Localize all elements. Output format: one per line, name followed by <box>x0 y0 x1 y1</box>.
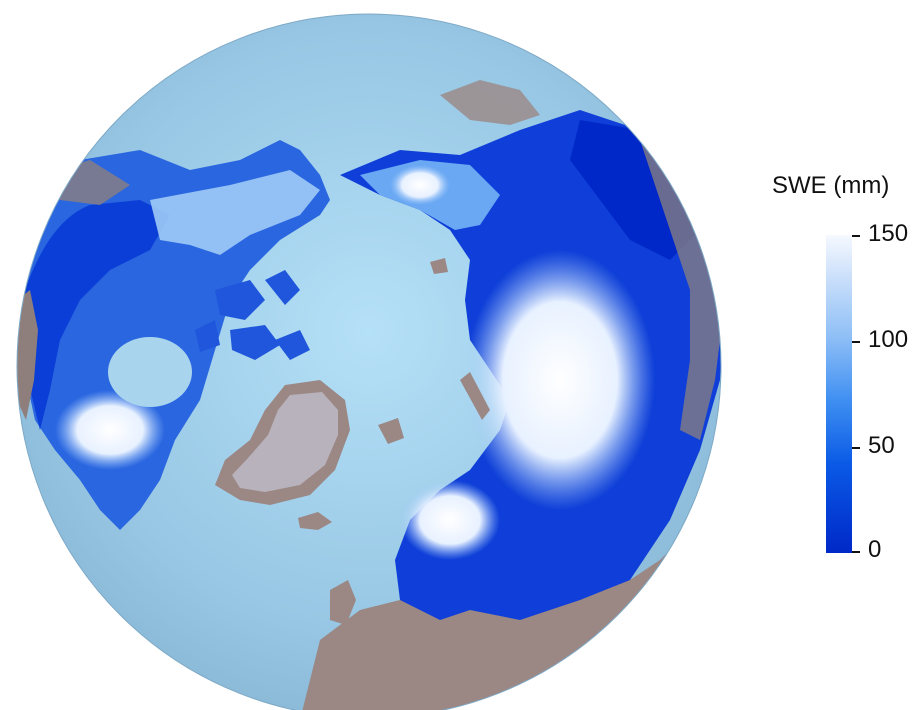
colorbar-tick <box>852 447 860 449</box>
iceland-land <box>298 512 332 530</box>
colorbar-tick <box>852 235 860 237</box>
colorbar-tick <box>852 551 860 553</box>
colorbar-tick-label: 0 <box>868 536 882 563</box>
north-america-snow-light <box>150 170 320 255</box>
greenland-ice <box>232 392 338 492</box>
globe-edge <box>16 13 722 710</box>
franz-josef-land <box>430 258 448 274</box>
british-isles <box>330 580 356 625</box>
chukotka-land <box>440 80 540 125</box>
colorbar-tick-label: 150 <box>868 220 909 247</box>
siberia-snow-white <box>465 250 655 510</box>
north-america-land-west <box>17 290 38 420</box>
novaya-zemlya <box>460 372 490 420</box>
siberia-snow-white-2 <box>390 165 450 205</box>
scandinavia-snow-white <box>400 480 500 560</box>
hudson-bay <box>108 337 192 407</box>
canadian-archipelago <box>195 270 310 360</box>
north-america-snow-deep <box>25 200 170 430</box>
svalbard <box>378 418 404 444</box>
north-america-snow-white <box>55 390 165 470</box>
colorbar-tick-label: 50 <box>868 432 895 459</box>
colorbar-tick <box>852 341 860 343</box>
colorbar <box>826 235 852 553</box>
colorbar-tick-label: 100 <box>868 326 909 353</box>
colorbar-title: SWE (mm) <box>772 172 890 199</box>
